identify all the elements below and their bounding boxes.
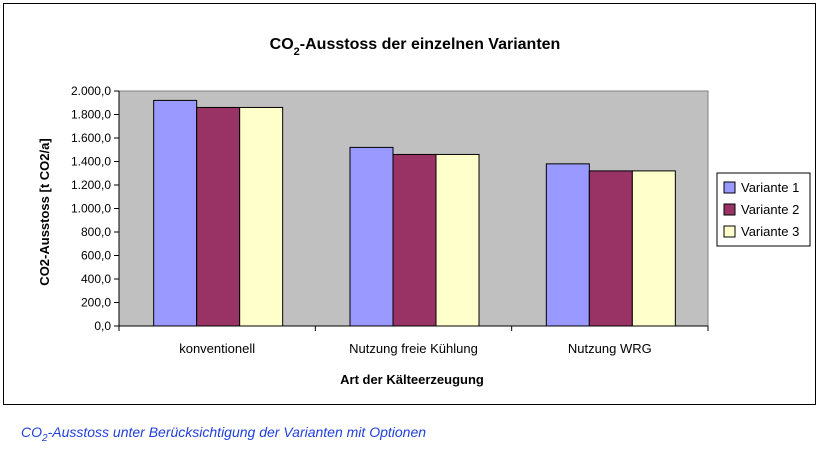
x-tick-label: Nutzung WRG — [568, 341, 652, 356]
legend-swatch — [723, 225, 736, 238]
y-tick-label: 600,0 — [81, 249, 111, 263]
y-tick-label: 400,0 — [81, 272, 111, 286]
bar-1 — [545, 163, 590, 327]
y-tick-label: 1.800,0 — [71, 108, 111, 122]
legend-swatch — [723, 203, 736, 216]
y-tick-label: 200,0 — [81, 296, 111, 310]
bar-1 — [349, 146, 394, 327]
chart-title: CO2-Ausstoss der einzelnen Varianten — [270, 36, 561, 58]
figure-caption: CO2-Ausstoss unter Berücksichtigung der … — [21, 424, 427, 444]
legend-label: Variante 2 — [741, 202, 799, 217]
bar-2 — [588, 170, 633, 327]
chart-frame: CO2-Ausstoss der einzelnen Varianten 0,0… — [3, 3, 816, 405]
y-axis-label: CO2-Ausstoss [t CO2/a] — [37, 138, 52, 285]
x-axis-label: Art der Kälteerzeugung — [340, 372, 484, 387]
x-tick-label: konventionell — [179, 341, 255, 356]
legend-swatch — [723, 181, 736, 194]
y-tick-label: 1.200,0 — [71, 178, 111, 192]
bar-3 — [435, 153, 480, 327]
chart-svg: CO2-Ausstoss der einzelnen Varianten 0,0… — [37, 36, 811, 387]
bar-3 — [239, 106, 284, 327]
y-tick-label: 0,0 — [94, 319, 111, 333]
y-tick-label: 1.400,0 — [71, 155, 111, 169]
bar-3 — [631, 170, 676, 327]
legend: Variante 1 Variante 2 Variante 3 — [716, 172, 811, 247]
bar-1 — [153, 99, 198, 327]
y-tick-label: 800,0 — [81, 225, 111, 239]
y-tick-label: 1.000,0 — [71, 202, 111, 216]
y-tick-label: 1.600,0 — [71, 131, 111, 145]
legend-label: Variante 3 — [741, 224, 799, 239]
bar-2 — [196, 106, 241, 327]
legend-label: Variante 1 — [741, 180, 799, 195]
bar-2 — [392, 153, 437, 327]
y-tick-label: 2.000,0 — [71, 84, 111, 98]
x-tick-label: Nutzung freie Kühlung — [349, 341, 478, 356]
